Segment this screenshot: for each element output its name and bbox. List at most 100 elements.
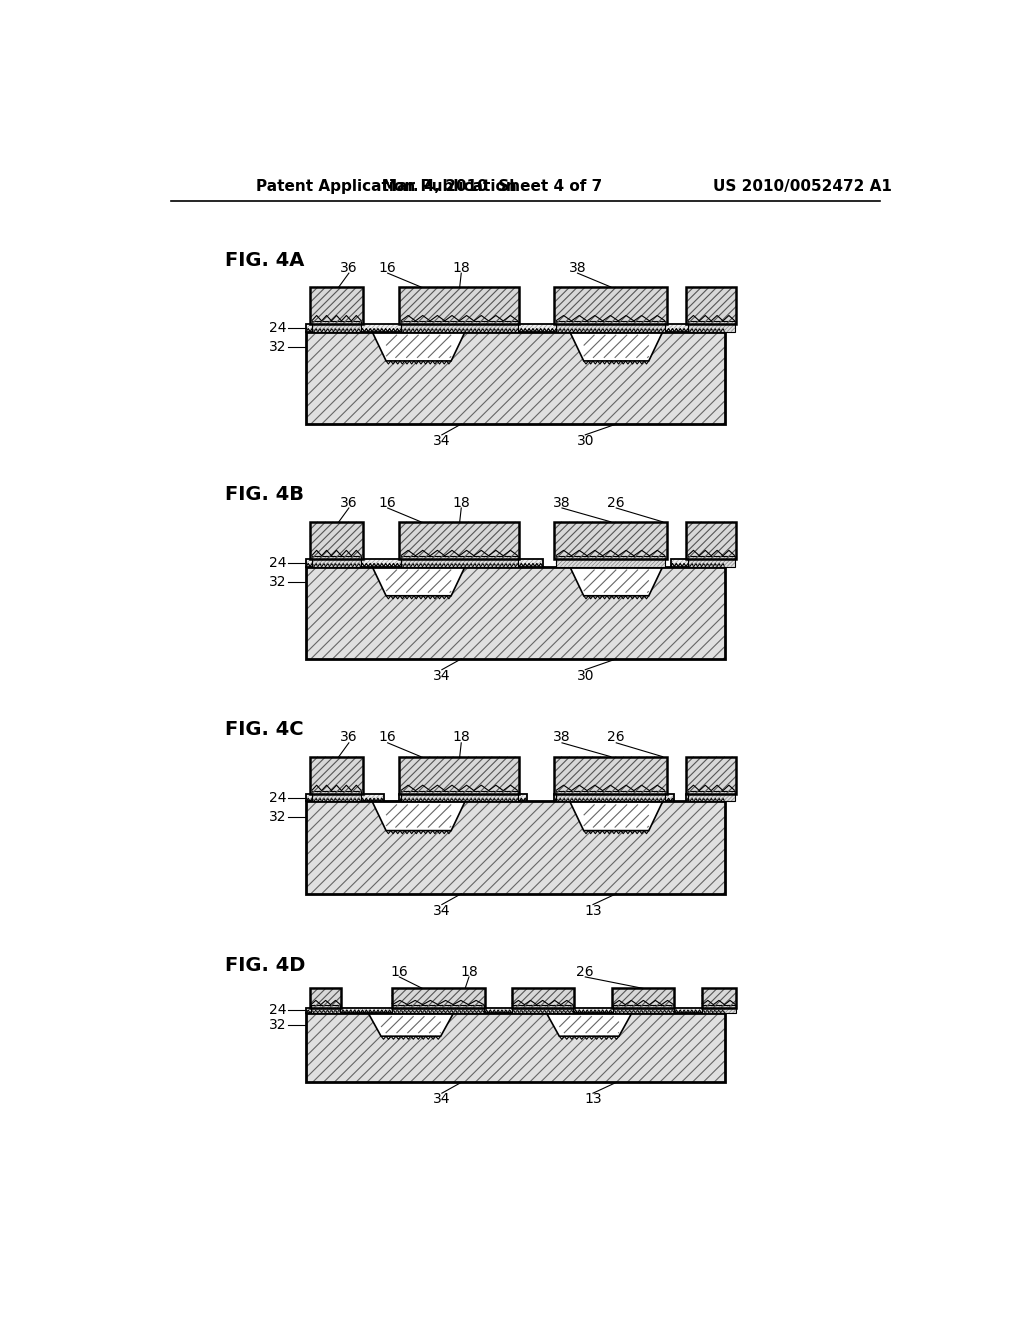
Bar <box>306 558 543 566</box>
Bar <box>512 989 573 1007</box>
Bar <box>400 791 518 801</box>
Bar <box>399 756 519 793</box>
Bar <box>310 989 341 1007</box>
Polygon shape <box>569 801 663 830</box>
Bar <box>311 321 361 331</box>
Bar <box>686 521 736 558</box>
Bar <box>400 321 518 331</box>
Bar <box>311 791 361 801</box>
Text: FIG. 4D: FIG. 4D <box>225 956 305 975</box>
Bar <box>391 989 484 1007</box>
Bar <box>399 286 519 323</box>
Text: 18: 18 <box>453 495 470 510</box>
Bar <box>306 801 725 894</box>
Bar <box>400 556 518 566</box>
Bar <box>687 791 735 801</box>
Bar <box>556 556 665 566</box>
Bar <box>306 793 384 801</box>
Text: 32: 32 <box>269 576 287 589</box>
Bar <box>306 566 725 659</box>
Text: 38: 38 <box>553 495 570 510</box>
Bar <box>399 756 519 793</box>
Bar <box>687 556 735 566</box>
Text: 34: 34 <box>433 904 451 917</box>
Bar <box>686 756 736 793</box>
Text: 34: 34 <box>433 434 451 447</box>
Bar <box>687 321 735 331</box>
Bar <box>554 756 667 793</box>
Bar <box>306 323 725 331</box>
Text: 16: 16 <box>390 965 409 978</box>
Bar <box>554 521 667 558</box>
Text: 34: 34 <box>433 669 451 682</box>
Text: 32: 32 <box>269 1018 287 1032</box>
Text: FIG. 4B: FIG. 4B <box>225 486 304 504</box>
Bar <box>554 756 667 793</box>
Text: 24: 24 <box>269 791 287 804</box>
Bar <box>686 756 736 793</box>
Text: 30: 30 <box>577 669 594 682</box>
Bar <box>399 521 519 558</box>
Polygon shape <box>569 566 663 595</box>
Bar <box>512 1005 572 1014</box>
Bar <box>687 321 735 331</box>
Text: FIG. 4C: FIG. 4C <box>225 721 303 739</box>
Bar <box>306 1007 725 1014</box>
Bar <box>311 556 361 566</box>
Polygon shape <box>569 331 663 360</box>
Bar <box>306 1014 725 1082</box>
Bar <box>311 791 361 801</box>
Bar <box>556 321 665 331</box>
Bar <box>310 756 362 793</box>
Bar <box>686 793 725 801</box>
Bar <box>671 558 725 566</box>
Text: 24: 24 <box>269 1003 287 1018</box>
Bar <box>311 1005 340 1014</box>
Bar <box>400 556 518 566</box>
Bar <box>512 989 573 1007</box>
Bar <box>687 556 735 566</box>
Bar <box>306 1007 725 1014</box>
Bar <box>392 1005 483 1014</box>
Text: 24: 24 <box>269 321 287 335</box>
Bar <box>556 791 665 801</box>
Text: FIG. 4A: FIG. 4A <box>225 251 304 269</box>
Text: 24: 24 <box>269 556 287 570</box>
Text: 36: 36 <box>340 730 357 744</box>
Bar <box>613 1005 674 1014</box>
Bar <box>306 801 725 894</box>
Polygon shape <box>372 331 465 360</box>
Bar <box>306 323 725 331</box>
Bar <box>556 556 665 566</box>
Bar <box>701 989 736 1007</box>
Bar <box>306 331 725 424</box>
Polygon shape <box>369 1014 454 1036</box>
Text: 32: 32 <box>269 341 287 354</box>
Bar <box>306 793 384 801</box>
Text: 18: 18 <box>460 965 478 978</box>
Text: Mar. 4, 2010  Sheet 4 of 7: Mar. 4, 2010 Sheet 4 of 7 <box>382 180 602 194</box>
Bar <box>687 791 735 801</box>
Bar <box>686 286 736 323</box>
Bar <box>613 1005 674 1014</box>
Text: 16: 16 <box>379 261 396 275</box>
Polygon shape <box>372 566 465 595</box>
Bar <box>554 793 675 801</box>
Text: 34: 34 <box>433 1093 451 1106</box>
Bar <box>702 1005 735 1014</box>
Bar <box>310 756 362 793</box>
Bar <box>399 286 519 323</box>
Text: 13: 13 <box>584 904 602 917</box>
Polygon shape <box>372 801 465 830</box>
Bar <box>306 331 725 424</box>
Bar <box>306 1014 725 1082</box>
Bar <box>399 793 527 801</box>
Text: Patent Application Publication: Patent Application Publication <box>256 180 517 194</box>
Bar <box>612 989 675 1007</box>
Text: 32: 32 <box>269 809 287 824</box>
Bar <box>310 286 362 323</box>
Bar <box>310 521 362 558</box>
Bar <box>391 989 484 1007</box>
Bar <box>686 793 725 801</box>
Bar <box>556 321 665 331</box>
